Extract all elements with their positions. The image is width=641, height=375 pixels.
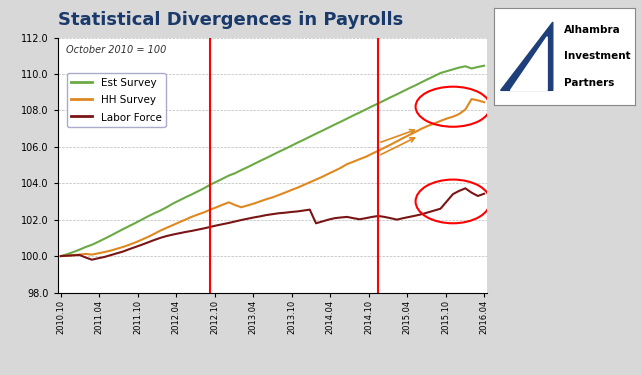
Text: Statistical Divergences in Payrolls: Statistical Divergences in Payrolls — [58, 11, 403, 29]
Text: Alhambra: Alhambra — [564, 25, 621, 35]
Legend: Est Survey, HH Survey, Labor Force: Est Survey, HH Survey, Labor Force — [67, 73, 165, 127]
Polygon shape — [510, 37, 547, 90]
Text: Partners: Partners — [564, 78, 615, 88]
Text: Investment: Investment — [564, 51, 631, 62]
Polygon shape — [501, 22, 553, 90]
Text: October 2010 = 100: October 2010 = 100 — [66, 45, 167, 55]
